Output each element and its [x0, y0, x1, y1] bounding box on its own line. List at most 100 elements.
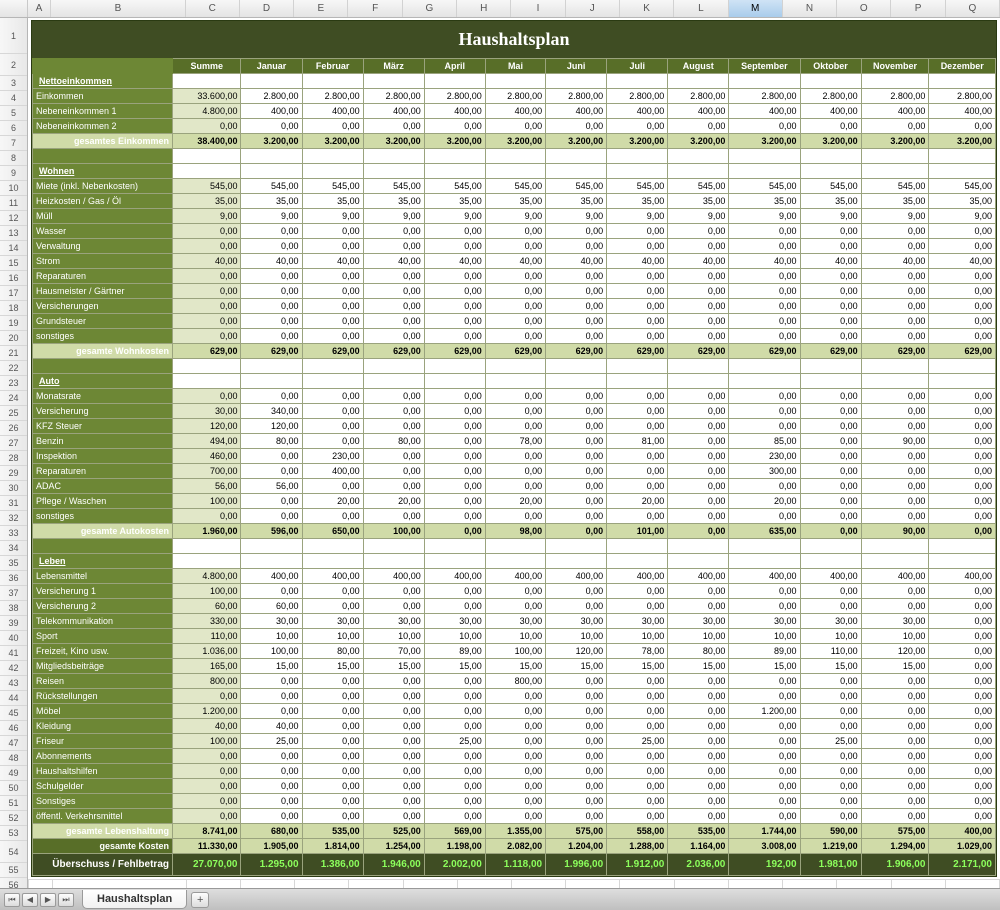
value-cell[interactable]: 629,00 [302, 344, 363, 359]
value-cell[interactable]: 0,00 [668, 314, 729, 329]
value-cell[interactable]: 0,00 [607, 284, 668, 299]
row-header-47[interactable]: 47 [0, 736, 27, 751]
cell[interactable] [424, 554, 485, 569]
value-cell[interactable]: 1.200,00 [729, 704, 800, 719]
value-cell[interactable]: 545,00 [424, 179, 485, 194]
column-headers[interactable]: ABCDEFGHIJKLMNOPQ [0, 0, 1000, 18]
value-cell[interactable]: 0,00 [800, 284, 861, 299]
value-cell[interactable]: 80,00 [363, 434, 424, 449]
surplus-val[interactable]: 1.996,00 [546, 854, 607, 876]
row-header-35[interactable]: 35 [0, 556, 27, 571]
value-cell[interactable]: 1.164,00 [668, 839, 729, 854]
value-cell[interactable]: 0,00 [861, 494, 929, 509]
row-header-56[interactable]: 56 [0, 878, 27, 888]
value-cell[interactable]: 400,00 [546, 104, 607, 119]
value-cell[interactable]: 0,00 [546, 704, 607, 719]
sum-cell[interactable]: 8.741,00 [173, 824, 241, 839]
header-cell[interactable]: November [861, 59, 929, 74]
value-cell[interactable]: 0,00 [241, 794, 302, 809]
row-header-20[interactable]: 20 [0, 331, 27, 346]
value-cell[interactable]: 0,00 [800, 674, 861, 689]
value-cell[interactable]: 3.200,00 [546, 134, 607, 149]
cell[interactable] [729, 539, 800, 554]
value-cell[interactable]: 0,00 [546, 479, 607, 494]
value-cell[interactable]: 3.200,00 [800, 134, 861, 149]
value-cell[interactable]: 400,00 [546, 569, 607, 584]
value-cell[interactable]: 545,00 [607, 179, 668, 194]
value-cell[interactable]: 535,00 [668, 824, 729, 839]
value-cell[interactable]: 30,00 [729, 614, 800, 629]
value-cell[interactable]: 0,00 [607, 404, 668, 419]
value-cell[interactable]: 1.029,00 [929, 839, 996, 854]
value-cell[interactable]: 0,00 [241, 494, 302, 509]
row-header-14[interactable]: 14 [0, 241, 27, 256]
value-cell[interactable]: 0,00 [929, 704, 996, 719]
row-label[interactable]: Strom [33, 254, 173, 269]
value-cell[interactable]: 0,00 [929, 614, 996, 629]
value-cell[interactable]: 0,00 [485, 599, 545, 614]
budget-grid[interactable]: SummeJanuarFebruarMärzAprilMaiJuniJuliAu… [32, 58, 996, 876]
cell[interactable] [607, 374, 668, 389]
value-cell[interactable]: 90,00 [861, 434, 929, 449]
value-cell[interactable]: 0,00 [861, 269, 929, 284]
row-label[interactable]: Miete (inkl. Nebenkosten) [33, 179, 173, 194]
value-cell[interactable]: 2.800,00 [302, 89, 363, 104]
cell[interactable] [607, 554, 668, 569]
value-cell[interactable]: 0,00 [607, 314, 668, 329]
value-cell[interactable]: 0,00 [424, 239, 485, 254]
row-header-28[interactable]: 28 [0, 451, 27, 466]
value-cell[interactable]: 0,00 [302, 479, 363, 494]
value-cell[interactable]: 0,00 [800, 329, 861, 344]
value-cell[interactable]: 0,00 [800, 584, 861, 599]
value-cell[interactable]: 2.800,00 [800, 89, 861, 104]
value-cell[interactable]: 0,00 [800, 269, 861, 284]
value-cell[interactable]: 0,00 [607, 719, 668, 734]
value-cell[interactable]: 0,00 [546, 434, 607, 449]
tab-next-icon[interactable]: ▶ [40, 893, 56, 907]
value-cell[interactable]: 0,00 [241, 224, 302, 239]
value-cell[interactable]: 0,00 [424, 719, 485, 734]
value-cell[interactable]: 0,00 [363, 269, 424, 284]
value-cell[interactable]: 1.198,00 [424, 839, 485, 854]
value-cell[interactable]: 0,00 [363, 314, 424, 329]
row-label[interactable]: Versicherung 1 [33, 584, 173, 599]
value-cell[interactable]: 400,00 [607, 569, 668, 584]
column-header-F[interactable]: F [348, 0, 402, 17]
value-cell[interactable]: 2.800,00 [546, 89, 607, 104]
sum-cell[interactable]: 0,00 [173, 509, 241, 524]
row-header-1[interactable]: 1 [0, 18, 27, 54]
value-cell[interactable]: 0,00 [729, 404, 800, 419]
row-header-48[interactable]: 48 [0, 751, 27, 766]
value-cell[interactable]: 0,00 [929, 734, 996, 749]
value-cell[interactable]: 545,00 [861, 179, 929, 194]
cell[interactable] [800, 554, 861, 569]
value-cell[interactable]: 596,00 [241, 524, 302, 539]
cell[interactable] [800, 359, 861, 374]
cell[interactable] [33, 359, 173, 374]
value-cell[interactable]: 0,00 [607, 449, 668, 464]
row-label[interactable]: Lebensmittel [33, 569, 173, 584]
value-cell[interactable]: 0,00 [929, 809, 996, 824]
cell[interactable] [485, 164, 545, 179]
value-cell[interactable]: 3.200,00 [485, 134, 545, 149]
value-cell[interactable]: 0,00 [861, 584, 929, 599]
row-header-41[interactable]: 41 [0, 646, 27, 661]
sum-cell[interactable]: 40,00 [173, 719, 241, 734]
value-cell[interactable]: 629,00 [485, 344, 545, 359]
row-label[interactable]: Versicherung [33, 404, 173, 419]
value-cell[interactable]: 0,00 [861, 284, 929, 299]
value-cell[interactable]: 0,00 [546, 584, 607, 599]
value-cell[interactable]: 120,00 [861, 644, 929, 659]
value-cell[interactable]: 0,00 [363, 239, 424, 254]
value-cell[interactable]: 0,00 [929, 314, 996, 329]
row-label[interactable]: Rückstellungen [33, 689, 173, 704]
value-cell[interactable]: 0,00 [668, 704, 729, 719]
row-label[interactable]: gesamte Kosten [33, 839, 173, 854]
value-cell[interactable]: 0,00 [800, 689, 861, 704]
cell[interactable] [546, 74, 607, 89]
value-cell[interactable]: 0,00 [929, 509, 996, 524]
column-header-B[interactable]: B [51, 0, 185, 17]
value-cell[interactable]: 0,00 [929, 269, 996, 284]
value-cell[interactable]: 85,00 [729, 434, 800, 449]
sum-cell[interactable]: 0,00 [173, 239, 241, 254]
